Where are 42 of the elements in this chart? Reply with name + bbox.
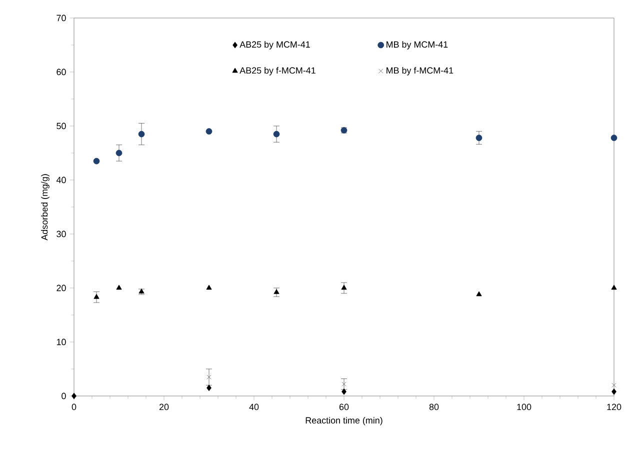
point <box>274 289 280 294</box>
point <box>341 284 347 290</box>
y-tick-label: 60 <box>56 68 66 76</box>
x-axis-title: Reaction time (min) <box>306 416 382 426</box>
point <box>116 150 122 156</box>
point <box>138 130 145 138</box>
point <box>273 130 280 138</box>
point <box>342 388 346 395</box>
y-axis-title: Adsorbed (mg/g) <box>41 174 50 240</box>
x-tick-label: 100 <box>517 404 532 410</box>
y-tick-label: 40 <box>56 176 66 184</box>
point <box>94 294 100 299</box>
x-tick-label: 60 <box>339 404 349 410</box>
x-tick-label: 80 <box>429 404 439 410</box>
point <box>612 388 616 395</box>
point <box>476 134 482 142</box>
point <box>611 284 617 290</box>
legend-label: AB25 by f-MCM-41 <box>240 67 316 76</box>
legend-label: MB by f-MCM-41 <box>386 67 454 76</box>
y-tick-label: 20 <box>56 284 66 292</box>
x-tick-label: 0 <box>72 404 76 410</box>
legend-label: MB by MCM-41 <box>386 41 448 50</box>
x-tick-label: 20 <box>159 404 169 410</box>
point <box>116 284 122 290</box>
point <box>206 284 212 290</box>
point <box>342 382 346 386</box>
point <box>206 374 212 380</box>
point <box>476 291 482 296</box>
point <box>206 384 212 392</box>
y-tick-label: 70 <box>56 14 66 22</box>
point <box>72 392 76 400</box>
x-tick-label: 120 <box>607 404 622 410</box>
point <box>206 128 212 135</box>
point <box>612 382 616 388</box>
y-tick-label: 30 <box>56 230 66 238</box>
point <box>93 158 100 164</box>
x-tick-label: 40 <box>249 404 259 410</box>
point <box>610 134 618 142</box>
y-tick-label: 10 <box>56 338 66 346</box>
y-tick-label: 0 <box>62 392 66 400</box>
y-tick-label: 50 <box>56 122 66 130</box>
legend-label: AB25 by MCM-41 <box>240 41 310 50</box>
